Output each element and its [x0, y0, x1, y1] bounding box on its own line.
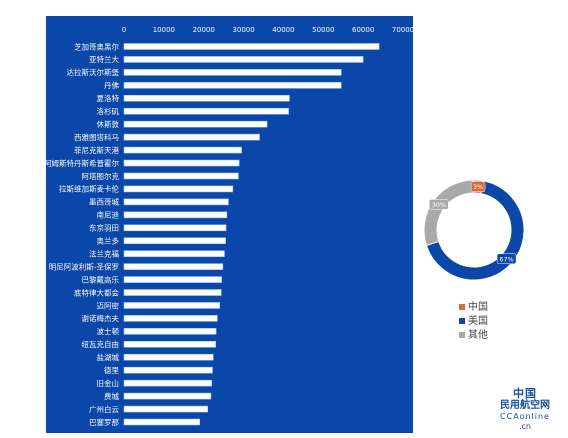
legend-swatch: [459, 304, 465, 310]
x-tick-label: 0: [122, 26, 126, 34]
category-label: 阿姆斯特丹斯希普霍尔: [44, 158, 119, 168]
donut-value-label: 30%: [432, 201, 446, 209]
category-label: 墨西哥城: [89, 198, 119, 207]
x-tick-label: 60000: [352, 26, 374, 34]
category-label: 巴塞罗那: [89, 417, 119, 427]
category-label: 东京羽田: [89, 223, 119, 233]
watermark-line-1: 中国: [513, 387, 537, 400]
category-label: 旧金山: [97, 378, 120, 388]
category-label: 南尼迪: [97, 210, 120, 220]
donut-slice: [425, 180, 525, 281]
donut-label-badge: [429, 199, 449, 210]
category-label: 巴黎戴高乐: [82, 274, 120, 284]
legend-label: 中国: [468, 300, 488, 313]
bar: [123, 302, 220, 309]
category-label: 菲尼克斯天港: [74, 145, 119, 155]
category-label: 拉斯维加斯麦卡伦: [59, 184, 119, 194]
legend-swatch: [459, 332, 465, 338]
bar-chart: 0 10000 20000 30000 40000 50000 60000 70000 芝加哥…: [44, 16, 414, 433]
category-label: 丹佛: [104, 80, 119, 90]
x-tick-label: 70000: [392, 26, 414, 34]
bar: [123, 56, 364, 63]
bar: [123, 146, 242, 154]
watermark-logo: 中国 民用航空网 CCAonline .cn: [490, 388, 560, 432]
category-label: 阿塔图尔克: [82, 171, 120, 181]
bar: [123, 94, 290, 102]
watermark-line-3: CCAonline: [500, 412, 550, 421]
x-tick-label: 40000: [272, 26, 294, 34]
x-axis: 0 10000 20000 30000 40000 50000 60000 70000: [122, 26, 414, 34]
bar: [123, 211, 228, 219]
bar: [123, 43, 380, 50]
donut-label-badge: [496, 253, 517, 265]
donut-value-labels: 3% 67% 30%: [429, 181, 517, 265]
bar: [123, 379, 212, 387]
category-label: 休斯敦: [97, 119, 120, 129]
donut-slices: [423, 179, 525, 281]
bar: [123, 328, 217, 335]
category-label: 洛杉矶: [97, 106, 120, 116]
bar: [123, 366, 213, 374]
bar: [123, 107, 289, 115]
donut-slice: [423, 179, 475, 247]
donut-label-badge: [470, 181, 486, 192]
category-label: 奥兰多: [97, 236, 120, 246]
bar: [123, 315, 218, 322]
x-tick-label: 20000: [193, 26, 215, 34]
category-label: 西雅图塔科马: [74, 132, 119, 142]
bar: [123, 392, 212, 400]
watermark-line-2: 民用航空网: [500, 400, 550, 411]
category-label: 迈阿密: [97, 300, 120, 310]
bar: [123, 250, 225, 257]
bar: [123, 82, 342, 89]
legend-label: 其他: [468, 328, 488, 341]
category-label: 德里: [104, 365, 119, 375]
bar: [123, 185, 234, 193]
watermark-line-4: .cn: [518, 422, 531, 431]
category-label: 明尼阿波利斯-圣保罗: [49, 261, 119, 271]
bar: [123, 418, 201, 426]
category-label: 达拉斯沃尔斯堡: [67, 67, 120, 77]
bar: [123, 289, 222, 296]
x-tick-label: 10000: [153, 26, 175, 34]
donut-value-label: 67%: [499, 255, 513, 263]
category-labels: 芝加哥奥黑尔亚特兰大达拉斯沃尔斯堡丹佛夏洛特洛杉矶休斯敦西雅图塔科马菲尼克斯天港…: [44, 41, 120, 427]
category-label: 谢诺梅杰夫: [82, 313, 120, 323]
bar: [123, 353, 214, 361]
bar: [123, 263, 224, 270]
category-label: 法兰克福: [89, 248, 119, 258]
legend-swatch: [459, 318, 465, 324]
category-label: 广州白云: [89, 404, 119, 414]
bar: [123, 405, 208, 413]
bar: [123, 276, 222, 283]
category-label: 芝加哥奥黑尔: [74, 41, 119, 51]
category-label: 夏洛特: [97, 93, 120, 103]
category-label: 亚特兰大: [89, 54, 119, 64]
bars: [123, 43, 380, 426]
category-label: 波士顿: [97, 326, 120, 336]
legend-label: 美国: [468, 314, 488, 327]
bar: [123, 120, 268, 128]
x-tick-label: 50000: [312, 26, 334, 34]
category-label: 纽瓦克自由: [82, 339, 120, 349]
bar: [123, 224, 227, 232]
category-label: 底特律大都会: [74, 287, 119, 297]
bar: [123, 198, 229, 206]
category-label: 费城: [104, 391, 119, 401]
bar: [123, 159, 240, 167]
x-tick-label: 30000: [232, 26, 254, 34]
bar: [123, 237, 226, 245]
bar: [123, 133, 260, 141]
bar: [123, 341, 216, 348]
bar: [123, 172, 239, 180]
bar: [123, 69, 342, 76]
donut-value-label: 3%: [473, 183, 483, 191]
category-label: 盐湖城: [97, 352, 120, 362]
